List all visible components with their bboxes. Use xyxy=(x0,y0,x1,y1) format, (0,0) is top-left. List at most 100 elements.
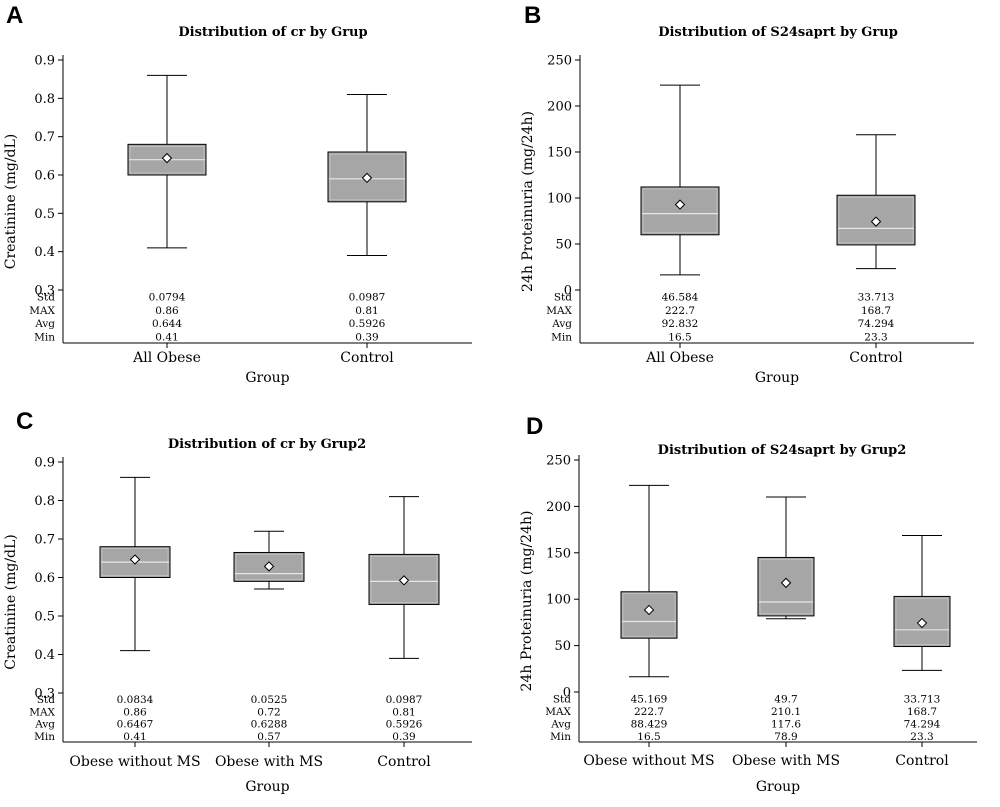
x-axis-label: Group xyxy=(755,370,799,386)
y-tick-label: 0.7 xyxy=(34,533,55,548)
y-tick-label: 0.8 xyxy=(34,92,55,107)
y-tick-label: 0.6 xyxy=(34,169,55,184)
y-axis-label: 24h Proteinuria (mg/24h) xyxy=(520,111,536,292)
stat-row-label: Std xyxy=(37,694,55,706)
category-label: Control xyxy=(377,754,431,770)
mean-marker xyxy=(263,561,275,572)
y-tick-label: 0.9 xyxy=(34,456,55,471)
panel-letter-a: A xyxy=(6,2,24,29)
stat-value: 49.7 xyxy=(774,693,797,705)
y-tick-label: 0.4 xyxy=(34,648,55,663)
stat-value: 0.81 xyxy=(355,305,378,317)
mean-marker xyxy=(674,199,686,210)
category-label: Obese without MS xyxy=(583,753,714,769)
x-axis-label: Group xyxy=(245,779,289,795)
stat-value: 0.5926 xyxy=(349,318,386,330)
panel-c: C Distribution of cr by Grup2 0.3 0.4 0.5 0.… xyxy=(0,405,490,807)
x-axis-label: Group xyxy=(756,779,800,795)
x-axis-label: Group xyxy=(245,370,289,386)
chart-c: Distribution of cr by Grup2 0.3 0.4 0.5 0.6 0… xyxy=(3,437,472,795)
box-inner-border xyxy=(370,556,438,603)
mean-marker xyxy=(643,604,655,616)
stat-row-label: MAX xyxy=(29,706,55,718)
stat-value: 88.429 xyxy=(631,718,668,730)
stat-row-label: Avg xyxy=(550,718,571,730)
stat-value: 16.5 xyxy=(637,731,660,743)
stat-row-label: Std xyxy=(554,292,572,304)
y-tick-label: 200 xyxy=(546,500,571,515)
stat-value: 74.294 xyxy=(858,318,895,330)
stat-value: 0.39 xyxy=(355,331,378,343)
chart-d: Distribution of S24saprt by Grup2 0 50 100 1… xyxy=(519,443,977,795)
mean-marker xyxy=(870,216,882,227)
panel-letter-c: C xyxy=(16,408,34,435)
category-label: Obese with MS xyxy=(215,754,323,770)
stat-value: 0.86 xyxy=(123,706,147,718)
stat-row-label: Min xyxy=(34,331,55,343)
stat-value: 45.169 xyxy=(631,693,668,705)
panel-letter-b: B xyxy=(524,2,542,29)
chart-title: Distribution of cr by Grup xyxy=(178,25,367,40)
y-tick-label: 0.5 xyxy=(34,207,55,222)
stat-row-label: Std xyxy=(553,693,571,705)
y-tick-label: 50 xyxy=(555,238,572,253)
category-label: All Obese xyxy=(645,350,714,366)
chart-title: Distribution of S24saprt by Grup2 xyxy=(658,443,907,458)
stat-row-label: Avg xyxy=(34,719,55,731)
y-tick-label: 150 xyxy=(547,146,572,161)
y-tick-label: 0.3 xyxy=(34,284,55,299)
stat-value: 74.294 xyxy=(904,718,941,730)
stat-value: 0.6467 xyxy=(117,719,154,731)
box-inner-border xyxy=(895,598,949,645)
y-tick-label: 0 xyxy=(564,284,572,299)
stat-value: 0.86 xyxy=(155,305,179,317)
stat-value: 23.3 xyxy=(864,331,887,343)
y-tick-label: 250 xyxy=(547,54,572,69)
stat-value: 0.57 xyxy=(257,731,280,743)
stat-value: 0.0794 xyxy=(149,292,186,304)
y-tick-label: 0.9 xyxy=(34,54,55,69)
y-tick-label: 0.6 xyxy=(34,571,55,586)
chart-title: Distribution of cr by Grup2 xyxy=(168,437,366,452)
y-axis-label: Creatinine (mg/dL) xyxy=(3,534,19,670)
stat-value: 78.9 xyxy=(774,731,797,743)
y-tick-label: 0.8 xyxy=(34,494,55,509)
stat-value: 222.7 xyxy=(665,305,695,317)
stat-row-label: Std xyxy=(37,292,55,304)
box-inner-border xyxy=(622,593,676,637)
stat-row-label: Min xyxy=(551,331,572,343)
y-tick-label: 100 xyxy=(546,593,571,608)
y-tick-label: 150 xyxy=(546,546,571,561)
stat-value: 46.584 xyxy=(662,292,699,304)
y-tick-label: 0.4 xyxy=(34,245,55,260)
stat-row-label: Min xyxy=(34,731,55,743)
category-label: Control xyxy=(849,350,903,366)
stat-row-label: Avg xyxy=(551,318,572,330)
mean-marker xyxy=(361,172,373,184)
stat-value: 0.39 xyxy=(392,731,415,743)
stat-value: 0.0987 xyxy=(349,292,386,304)
panel-d: D Distribution of S24saprt by Grup2 0 50 10… xyxy=(500,405,1000,807)
stat-value: 0.5926 xyxy=(386,719,423,731)
category-label: Control xyxy=(895,753,949,769)
stat-row-label: Avg xyxy=(34,318,55,330)
mean-marker xyxy=(398,575,410,586)
category-label: Control xyxy=(340,350,394,366)
stat-value: 117.6 xyxy=(771,718,801,730)
stat-value: 0.81 xyxy=(392,706,415,718)
mean-marker xyxy=(161,152,173,164)
y-axis-label: 24h Proteinuria (mg/24h) xyxy=(519,511,535,692)
panel-a: A Distribution of cr by Grup 0.3 0.4 0.5 0.6… xyxy=(0,0,490,399)
panel-b: B Distribution of S24saprt by Grup 0 50 100… xyxy=(500,0,1000,399)
mean-marker xyxy=(780,577,792,589)
stat-value: 23.3 xyxy=(910,731,933,743)
stat-value: 222.7 xyxy=(634,706,664,718)
box-inner-border xyxy=(642,188,718,234)
stat-value: 0.6288 xyxy=(251,719,288,731)
stat-value: 210.1 xyxy=(771,706,801,718)
y-tick-label: 0.3 xyxy=(34,687,55,702)
category-label: All Obese xyxy=(132,350,201,366)
y-tick-label: 0.7 xyxy=(34,130,55,145)
stat-value: 0.0834 xyxy=(117,694,154,706)
y-tick-label: 0.5 xyxy=(34,610,55,625)
